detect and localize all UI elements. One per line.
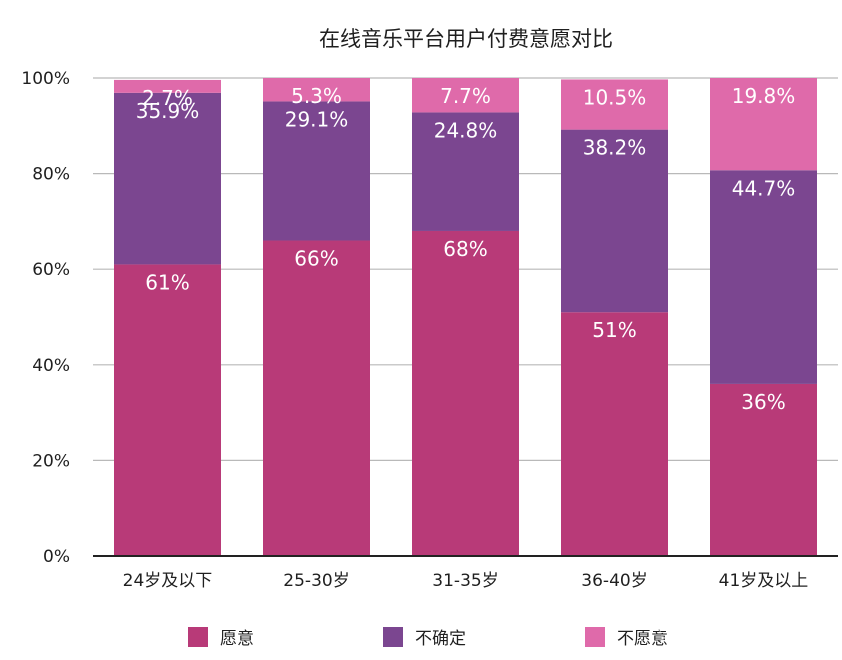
data-label: 10.5%	[583, 85, 647, 109]
data-label: 7.7%	[440, 84, 491, 108]
x-tick-label: 25-30岁	[283, 571, 349, 591]
x-tick-label: 36-40岁	[581, 571, 647, 591]
data-label: 19.8%	[732, 84, 796, 108]
bar-segment	[114, 79, 221, 93]
data-label: 29.1%	[285, 107, 349, 131]
data-label: 51%	[592, 318, 636, 342]
y-axis-tick-labels: 0% 20% 40% 60% 80% 100%	[21, 69, 70, 567]
data-label: 44.7%	[732, 176, 796, 200]
watermark-text: 雪球 老股神的小腿毛	[658, 623, 835, 645]
x-tick-label: 41岁及以上	[719, 571, 809, 591]
data-label: 36%	[741, 390, 785, 414]
data-label: 5.3%	[291, 84, 342, 108]
bar-segment	[263, 101, 370, 241]
legend-label: 不愿意	[617, 629, 668, 649]
x-axis: 24岁及以下 25-30岁 31-35岁 36-40岁 41岁及以上	[93, 555, 838, 591]
legend-swatch	[585, 627, 605, 647]
bar-segment	[561, 129, 668, 313]
y-tick-label: 100%	[21, 69, 70, 89]
bar-segment	[412, 112, 519, 231]
bars	[114, 78, 817, 556]
bar-segment	[710, 170, 817, 384]
bar-segment	[412, 230, 519, 556]
data-label: 38.2%	[583, 136, 647, 160]
data-label: 61%	[145, 270, 189, 294]
data-label: 35.9%	[136, 99, 200, 123]
x-tick-label: 31-35岁	[432, 571, 498, 591]
legend: 愿意 不确定 不愿意	[188, 627, 668, 649]
y-tick-label: 0%	[43, 547, 70, 567]
bar-segment	[114, 264, 221, 556]
chart-title: 在线音乐平台用户付费意愿对比	[319, 27, 613, 51]
y-tick-label: 80%	[32, 165, 70, 185]
data-label: 2.7%	[142, 86, 193, 110]
legend-swatch	[383, 627, 403, 647]
data-label: 68%	[443, 237, 487, 261]
data-labels: 61% 35.9%2.7% 66% 29.1%5.3% 68% 24.8% 7.7% 51% 3…	[136, 84, 796, 414]
legend-label: 不确定	[415, 629, 466, 649]
x-tick-label: 24岁及以下	[123, 571, 213, 591]
bar-segment	[263, 240, 370, 556]
y-tick-label: 20%	[32, 451, 70, 471]
legend-label: 愿意	[220, 629, 254, 649]
bar-segment	[710, 383, 817, 556]
data-label: 24.8%	[434, 118, 498, 142]
y-tick-label: 40%	[32, 356, 70, 376]
bar-segment	[710, 78, 817, 171]
bar-segment	[263, 78, 370, 102]
bar-segment	[412, 78, 519, 113]
bar-segment	[561, 79, 668, 130]
bar-segment	[561, 312, 668, 556]
y-tick-label: 60%	[32, 260, 70, 280]
data-label: 66%	[294, 247, 338, 271]
bar-segment	[114, 92, 221, 265]
legend-swatch	[188, 627, 208, 647]
